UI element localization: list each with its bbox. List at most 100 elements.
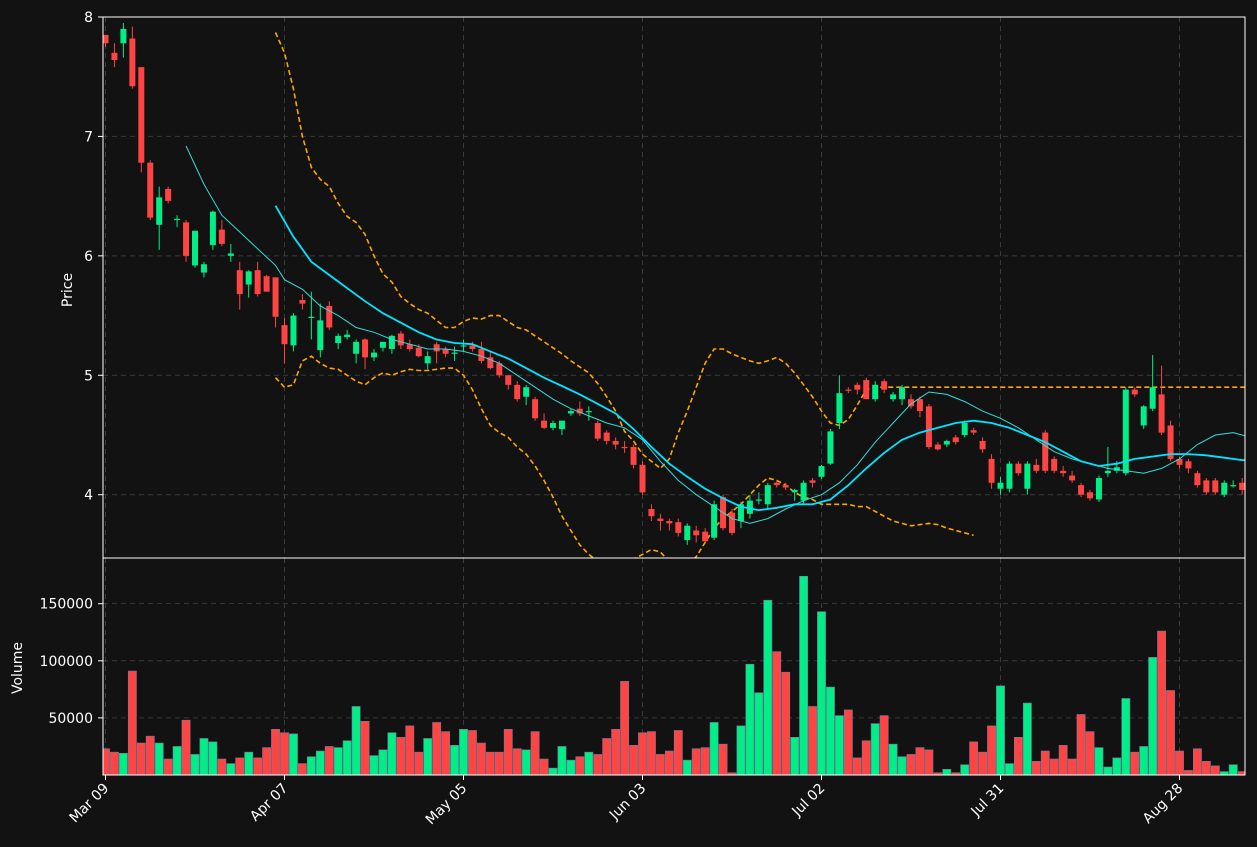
volume-bar	[915, 747, 925, 775]
candle-body	[541, 420, 548, 428]
candle-body	[344, 334, 351, 338]
candle-body	[899, 387, 906, 400]
candle-body	[1167, 425, 1174, 459]
volume-bar	[772, 651, 782, 775]
volume-bar	[387, 732, 397, 775]
volume-bar	[119, 752, 128, 775]
candle-body	[854, 384, 861, 390]
candle-body	[451, 352, 458, 354]
volume-bar	[790, 737, 800, 775]
candle-body	[103, 34, 109, 44]
moving-average-slow-line	[274, 205, 1245, 512]
volume-bar	[548, 767, 558, 775]
volume-bar	[861, 740, 871, 775]
volume-bar	[306, 756, 316, 775]
volume-bar	[163, 758, 173, 775]
candle-body	[827, 431, 834, 464]
volume-bar	[1005, 763, 1014, 775]
volume-bar	[1058, 745, 1068, 775]
volume-bar	[199, 738, 209, 775]
candle-body	[818, 466, 825, 477]
volume-bar	[1157, 630, 1166, 775]
volume-bar	[754, 692, 764, 775]
volume-bar	[127, 670, 137, 775]
volume-bar	[315, 750, 325, 775]
candle-body	[147, 162, 154, 218]
candle-body	[299, 300, 306, 304]
volume-panel-frame	[102, 557, 1246, 776]
candle-body	[1158, 394, 1165, 433]
volume-bar	[485, 751, 495, 775]
candle-body	[594, 423, 601, 439]
volume-bar	[799, 575, 808, 775]
volume-bar	[969, 741, 979, 775]
candle-body	[1015, 463, 1022, 474]
candle-body	[326, 306, 333, 328]
candle-body	[1051, 458, 1058, 471]
candle-body	[890, 394, 897, 400]
candle-body	[138, 67, 145, 163]
candle-body	[702, 531, 709, 542]
candle-body	[881, 381, 888, 390]
candle-body	[567, 411, 574, 414]
price-tick-label: 7	[84, 129, 93, 145]
candle-body	[388, 335, 395, 350]
volume-bar	[1148, 657, 1158, 775]
volume-bar	[817, 611, 826, 775]
candle-body	[746, 500, 753, 514]
volume-bar	[1210, 765, 1220, 775]
volume-bar	[1184, 770, 1193, 775]
volume-bar	[1130, 751, 1140, 775]
volume-bar	[1112, 757, 1122, 775]
candle-body	[630, 446, 637, 465]
volume-bar	[136, 742, 146, 775]
candle-body	[711, 504, 718, 538]
candle-body	[988, 458, 995, 483]
volume-bar	[745, 663, 755, 775]
volume-bar	[512, 748, 522, 775]
moving-averages	[185, 145, 1245, 524]
candle-body	[406, 344, 413, 350]
candle-body	[218, 229, 225, 244]
candle-body	[523, 387, 530, 397]
volume-bar	[351, 706, 361, 775]
volume-bar	[423, 738, 433, 775]
volume-bar	[1121, 698, 1131, 775]
candle-body	[442, 349, 449, 354]
volume-bar	[1085, 731, 1095, 775]
candle-body	[174, 218, 181, 221]
volume-bar	[575, 756, 585, 775]
candle-body	[209, 211, 216, 246]
candle-body	[863, 380, 870, 400]
price-tick-label: 6	[84, 249, 93, 265]
candle-body	[415, 347, 422, 357]
candle-body	[943, 440, 950, 445]
volume-bar	[262, 747, 271, 775]
candle-body	[1239, 482, 1245, 490]
volume-bar	[763, 599, 773, 775]
candle-body	[961, 423, 968, 435]
candle-body	[263, 276, 270, 292]
volume-bar	[476, 742, 486, 775]
volume-bar	[217, 758, 227, 775]
candle-body	[764, 485, 771, 505]
volume-bar	[253, 757, 263, 775]
candle-body	[675, 522, 682, 533]
candle-body	[845, 389, 852, 391]
candle-body	[800, 482, 807, 501]
volume-bar	[673, 730, 683, 775]
volume-y-ticks: 50000 100000 150000	[40, 597, 103, 727]
candle-body	[612, 440, 619, 445]
candle-body	[245, 271, 252, 285]
volume-bar	[190, 754, 200, 775]
candle-body	[925, 406, 932, 447]
volume-bar	[1049, 758, 1059, 775]
candle-body	[621, 446, 628, 449]
candle-body	[460, 345, 467, 347]
candle-body	[585, 411, 592, 413]
candle-body	[729, 512, 735, 533]
volume-bar	[324, 746, 334, 775]
volume-bar	[629, 745, 638, 775]
candle-body	[308, 316, 315, 318]
